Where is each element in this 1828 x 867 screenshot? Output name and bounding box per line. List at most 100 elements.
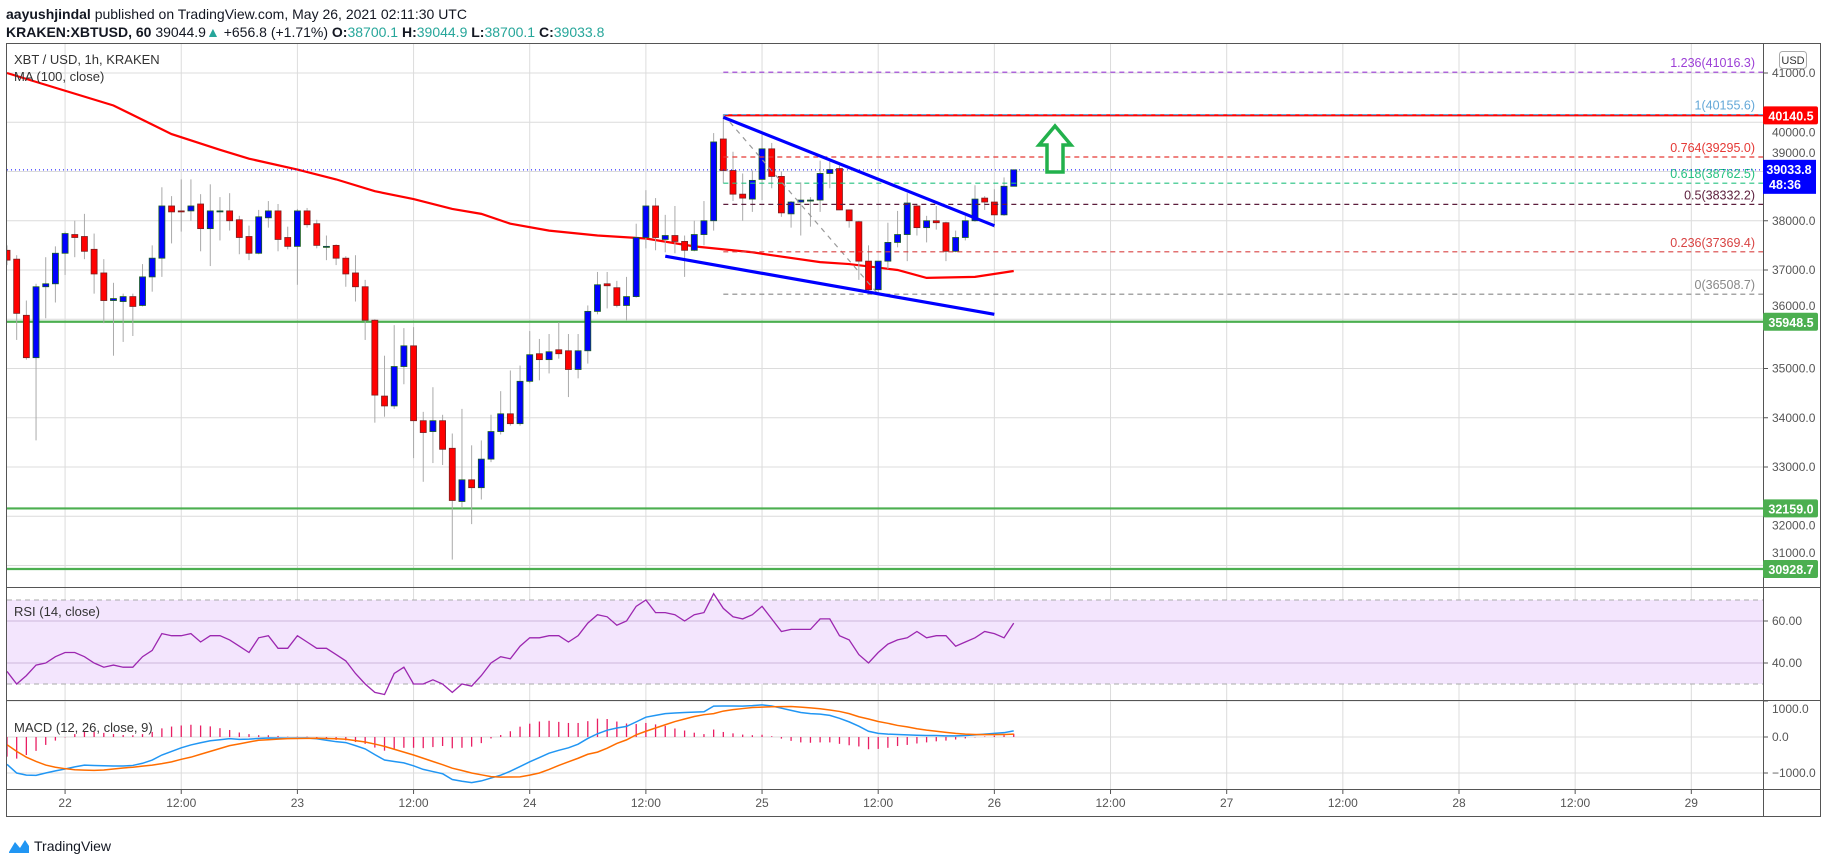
candle-body	[245, 236, 253, 254]
candle-down	[168, 196, 175, 244]
candle-up	[458, 408, 466, 509]
candle-down	[90, 233, 98, 294]
symbol-info: KRAKEN:XBTUSD, 60 39044.9▲ +656.8 (+1.71…	[6, 24, 604, 40]
candle-up	[642, 190, 650, 249]
drawings-layer: 1.236(41016.3) 1(40155.6) 0.764(39295.0) 0.…	[7, 56, 1763, 316]
candle-up	[158, 187, 166, 277]
candle-body	[32, 286, 40, 359]
time-tick-label: 12:00	[399, 796, 429, 810]
candle-body	[613, 287, 621, 306]
candle-up	[526, 331, 534, 384]
candle-up	[632, 223, 640, 298]
candle-down	[836, 165, 843, 211]
candle-up	[119, 293, 127, 342]
candle-body	[439, 420, 447, 450]
candles-layer	[7, 114, 1018, 560]
candle-up	[952, 230, 960, 253]
candle-down	[313, 219, 321, 249]
candle-body	[148, 257, 156, 278]
candle-down	[22, 300, 30, 360]
rsi-line	[7, 592, 1015, 696]
publish-text: published on TradingView.com, May 26, 20…	[94, 6, 467, 22]
logo-text: TradingView	[34, 838, 112, 854]
candle-body	[458, 479, 466, 502]
candle-body	[874, 260, 882, 291]
candle-up	[884, 222, 892, 270]
candle-body	[632, 237, 640, 297]
rsi-band	[7, 600, 1763, 684]
tradingview-logo[interactable]: TradingView	[8, 838, 111, 854]
candle-up	[139, 264, 146, 307]
candle-body	[555, 349, 563, 355]
currency-button[interactable]: USD	[1779, 51, 1807, 69]
levels-layer	[7, 114, 1763, 571]
candle-body	[603, 283, 611, 287]
up-arrow-annotation-icon[interactable]	[1035, 123, 1075, 174]
candle-down	[71, 220, 79, 258]
candle-body	[516, 380, 524, 425]
fib-level-label: 0.236(37369.4)	[1670, 236, 1755, 250]
publish-info: aayushjindal published on TradingView.co…	[6, 6, 467, 22]
price-axis[interactable]: 41000.0 40000.0 39000.0 38000.0 37000.0 36000…	[1763, 66, 1816, 780]
price-tick-label: 33000.0	[1772, 460, 1816, 474]
author-name[interactable]: aayushjindal	[6, 6, 91, 22]
candle-up	[710, 133, 718, 231]
time-tick-label: 22	[58, 796, 72, 810]
rsi-grid	[7, 599, 1763, 685]
candle-up	[323, 235, 330, 261]
open-value: 38700.1	[347, 24, 399, 40]
open-label: O:	[331, 24, 348, 40]
candle-up	[52, 246, 59, 303]
candle-body	[7, 249, 11, 261]
candle-body	[381, 395, 388, 407]
candle-down	[361, 279, 369, 340]
candle-body	[952, 237, 960, 252]
time-tick-label: 26	[988, 796, 1002, 810]
candle-up	[748, 170, 756, 212]
price-change: +656.8 (+1.71%)	[223, 24, 329, 40]
macd-tick-label: −1000.0	[1772, 766, 1816, 780]
candle-body	[894, 234, 901, 243]
candle-down	[352, 255, 359, 302]
candle-body	[1010, 169, 1018, 187]
candle-body	[448, 447, 456, 501]
candle-body	[410, 345, 417, 422]
macd-legend[interactable]: MACD (12, 26, close, 9)	[14, 720, 153, 735]
macd-line	[7, 704, 1014, 784]
candle-down	[197, 194, 205, 252]
candle-body	[594, 284, 601, 312]
rsi-legend[interactable]: RSI (14, close)	[14, 604, 100, 619]
candle-down	[981, 196, 989, 210]
candle-up	[264, 201, 272, 228]
candle-up	[477, 440, 485, 500]
candle-body	[264, 210, 272, 219]
candle-up	[255, 209, 263, 255]
candle-body	[942, 222, 950, 252]
candle-down	[603, 271, 611, 309]
candle-body	[139, 276, 146, 306]
ma-legend[interactable]: MA (100, close)	[14, 69, 105, 84]
price-tick-label: 34000.0	[1772, 411, 1816, 425]
candle-body	[748, 179, 756, 200]
main-legend[interactable]: XBT / USD, 1h, KRAKEN	[14, 52, 160, 67]
candle-body	[42, 283, 50, 288]
candle-up	[661, 214, 669, 253]
last-price: 39044.9	[155, 24, 206, 40]
candle-body	[158, 205, 166, 259]
candle-down	[855, 220, 863, 280]
candle-down	[990, 189, 998, 228]
time-tick-label: 25	[755, 796, 769, 810]
price-tick-label: 31000.0	[1772, 546, 1816, 560]
candle-down	[245, 225, 253, 261]
candle-up	[61, 231, 69, 275]
candle-down	[536, 338, 543, 381]
candle-down	[778, 171, 785, 217]
candle-up	[497, 391, 505, 435]
time-axis[interactable]: 22 12:00 23 12:00 24 12:00 25 12:00 26 12:00 27 12:…	[58, 789, 1698, 810]
candle-body	[477, 458, 485, 489]
candle-body	[90, 248, 98, 275]
price-tick-label: 37000.0	[1772, 263, 1816, 277]
candle-body	[574, 350, 582, 370]
candle-body	[255, 216, 263, 254]
